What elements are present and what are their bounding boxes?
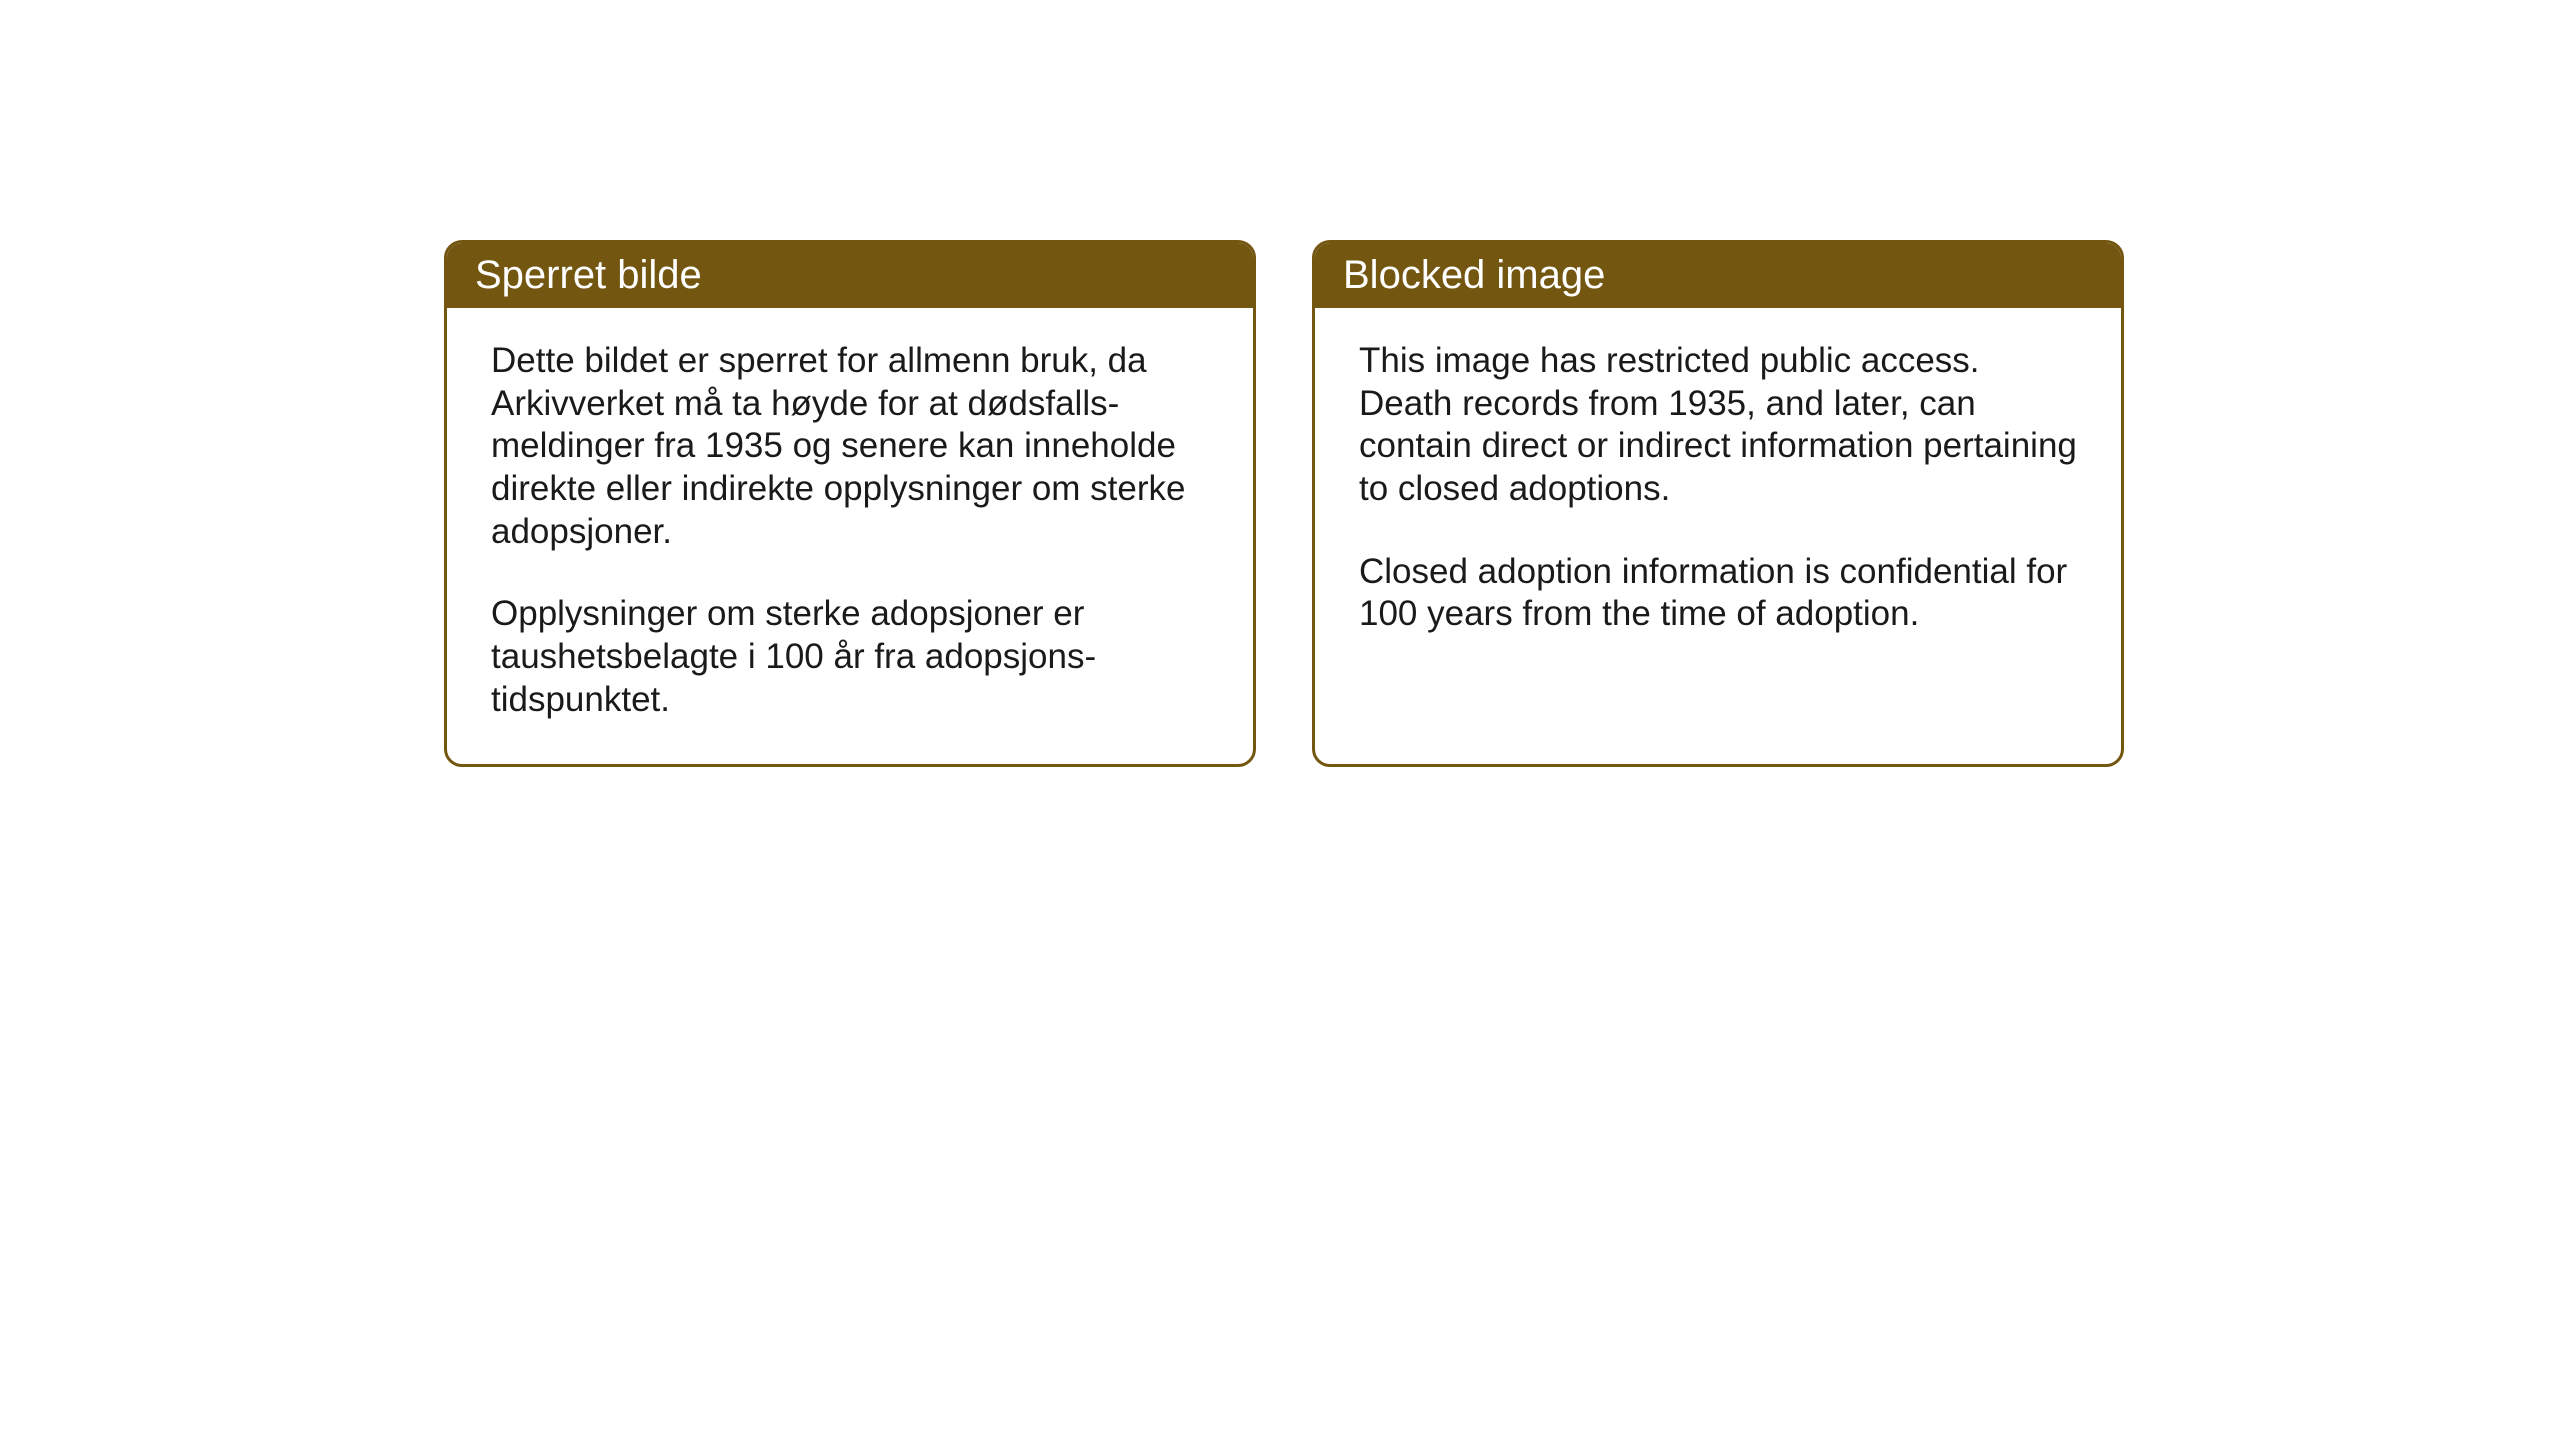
card-paragraph-1-english: This image has restricted public access.… (1359, 340, 2077, 511)
card-header-english: Blocked image (1315, 243, 2121, 308)
card-body-norwegian: Dette bildet er sperret for allmenn bruk… (447, 308, 1253, 764)
notice-card-english: Blocked image This image has restricted … (1312, 240, 2124, 767)
card-title-norwegian: Sperret bilde (475, 253, 702, 297)
notice-card-norwegian: Sperret bilde Dette bildet er sperret fo… (444, 240, 1256, 767)
notice-container: Sperret bilde Dette bildet er sperret fo… (444, 240, 2124, 767)
card-header-norwegian: Sperret bilde (447, 243, 1253, 308)
card-paragraph-2-english: Closed adoption information is confident… (1359, 551, 2077, 636)
card-title-english: Blocked image (1343, 253, 1605, 297)
card-paragraph-1-norwegian: Dette bildet er sperret for allmenn bruk… (491, 340, 1209, 553)
card-paragraph-2-norwegian: Opplysninger om sterke adopsjoner er tau… (491, 593, 1209, 721)
card-body-english: This image has restricted public access.… (1315, 308, 2121, 678)
